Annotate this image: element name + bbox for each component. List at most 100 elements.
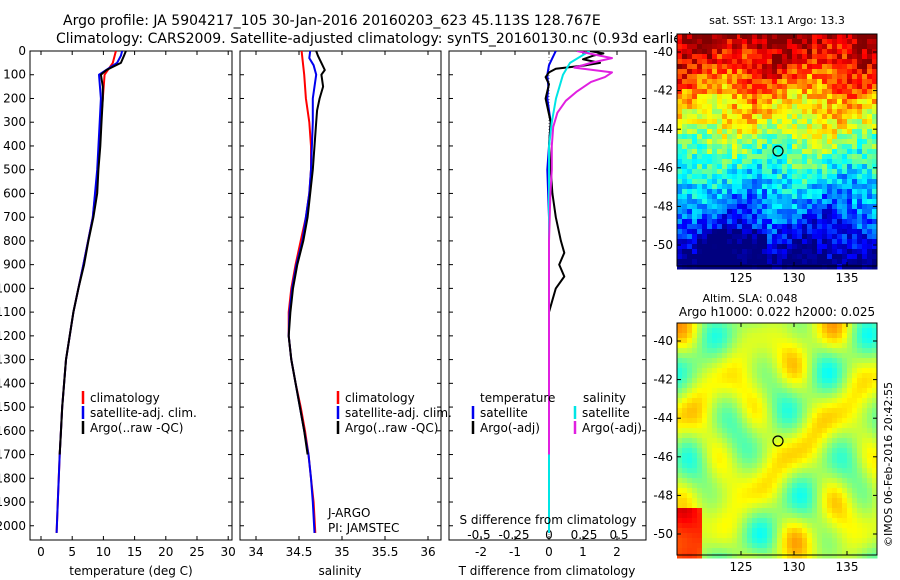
sla-map-cell xyxy=(737,468,743,474)
sst-map-cell xyxy=(862,179,868,185)
sst-map-cell xyxy=(747,34,753,40)
sst-map-cell xyxy=(772,264,778,270)
sla-map-cell xyxy=(762,413,768,419)
sst-map-cell xyxy=(712,119,718,125)
sst-map-cell xyxy=(687,84,693,90)
sst-map-cell xyxy=(817,249,823,255)
sst-map-cell xyxy=(772,49,778,55)
sla-map-cell xyxy=(697,398,703,404)
sst-map-cell xyxy=(772,94,778,100)
sla-map-cell xyxy=(762,548,768,554)
sla-map-cell xyxy=(792,428,798,434)
sla-map-cell xyxy=(787,398,793,404)
sst-map-cell xyxy=(862,164,868,170)
sst-map-cell xyxy=(752,184,758,190)
sla-map-cell xyxy=(802,403,808,409)
sst-map-cell xyxy=(717,94,723,100)
sst-map-cell xyxy=(767,169,773,175)
sla-map-cell xyxy=(687,338,693,344)
sst-map-cell xyxy=(697,114,703,120)
sst-map-cell xyxy=(747,54,753,60)
sst-map-cell xyxy=(727,69,733,75)
sla-map-cell xyxy=(717,368,723,374)
sla-map-cell xyxy=(692,453,698,459)
sst-map-cell xyxy=(712,229,718,235)
sst-map-cell xyxy=(692,239,698,245)
sst-map-cell xyxy=(752,99,758,105)
sla-map-cell xyxy=(697,528,703,534)
sst-map-cell xyxy=(757,89,763,95)
sla-map-cell xyxy=(872,523,878,529)
sla-map-cell xyxy=(822,328,828,334)
sla-map-cell xyxy=(787,538,793,544)
sla-map-cell xyxy=(722,478,728,484)
sla-map-cell xyxy=(802,343,808,349)
sst-map-cell xyxy=(717,194,723,200)
sla-map-cell xyxy=(847,363,853,369)
sst-map-cell xyxy=(707,34,713,40)
sst-map-cell xyxy=(687,204,693,210)
sst-map-cell xyxy=(717,119,723,125)
sla-map-cell xyxy=(842,338,848,344)
sla-map-cell xyxy=(752,428,758,434)
sla-map-cell xyxy=(702,383,708,389)
sla-map-cell xyxy=(707,543,713,549)
sla-map-cell xyxy=(857,473,863,479)
sla-map-cell xyxy=(732,363,738,369)
sla-map-cell xyxy=(812,363,818,369)
sla-map-cell xyxy=(857,458,863,464)
sst-map-cell xyxy=(792,164,798,170)
sst-map-cell xyxy=(807,264,813,270)
sla-map-cell xyxy=(702,503,708,509)
sst-map-cell xyxy=(767,84,773,90)
sst-map-cell xyxy=(762,39,768,45)
sla-map-cell xyxy=(777,473,783,479)
sst-map-cell xyxy=(787,99,793,105)
sst-map-cell xyxy=(787,179,793,185)
sla-map-cell xyxy=(822,363,828,369)
sst-map-cell xyxy=(792,169,798,175)
sla-map-cell xyxy=(687,488,693,494)
sla-map-cell xyxy=(697,358,703,364)
sst-map-cell xyxy=(772,199,778,205)
sst-map-cell xyxy=(687,169,693,175)
sla-map-cell xyxy=(787,408,793,414)
sst-map-cell xyxy=(687,39,693,45)
sla-map-cell xyxy=(772,483,778,489)
sst-map-cell xyxy=(677,229,683,235)
sla-map-cell xyxy=(757,428,763,434)
sst-map-cell xyxy=(702,64,708,70)
sst-map-cell xyxy=(732,59,738,65)
sla-map-cell xyxy=(762,518,768,524)
sst-map-cell xyxy=(777,44,783,50)
sst-map-cell xyxy=(692,114,698,120)
sla-map-cell xyxy=(847,488,853,494)
sst-map-cell xyxy=(802,199,808,205)
sst-map-cell xyxy=(702,44,708,50)
sst-map-cell xyxy=(767,119,773,125)
sla-map-cell xyxy=(847,543,853,549)
sst-map-cell xyxy=(782,64,788,70)
sla-map-cell xyxy=(822,373,828,379)
sla-map-cell xyxy=(857,483,863,489)
sst-map-cell xyxy=(772,189,778,195)
sla-map-cell xyxy=(697,413,703,419)
map-y-tick-label: -48 xyxy=(653,488,673,502)
sla-map-cell xyxy=(687,528,693,534)
sst-map-cell xyxy=(737,39,743,45)
sla-map-cell xyxy=(872,328,878,334)
sst-map-cell xyxy=(837,139,843,145)
sla-map-cell xyxy=(747,508,753,514)
sla-map-cell xyxy=(847,408,853,414)
sst-map-cell xyxy=(727,139,733,145)
sla-map-cell xyxy=(827,408,833,414)
sla-map-cell xyxy=(822,463,828,469)
sla-map-cell xyxy=(862,328,868,334)
sst-map-cell xyxy=(777,149,783,155)
sla-map-cell xyxy=(807,443,813,449)
sst-map-cell xyxy=(737,74,743,80)
sla-map-cell xyxy=(677,423,683,429)
sst-map-cell xyxy=(752,194,758,200)
sla-map-cell xyxy=(712,428,718,434)
sst-map-cell xyxy=(827,224,833,230)
